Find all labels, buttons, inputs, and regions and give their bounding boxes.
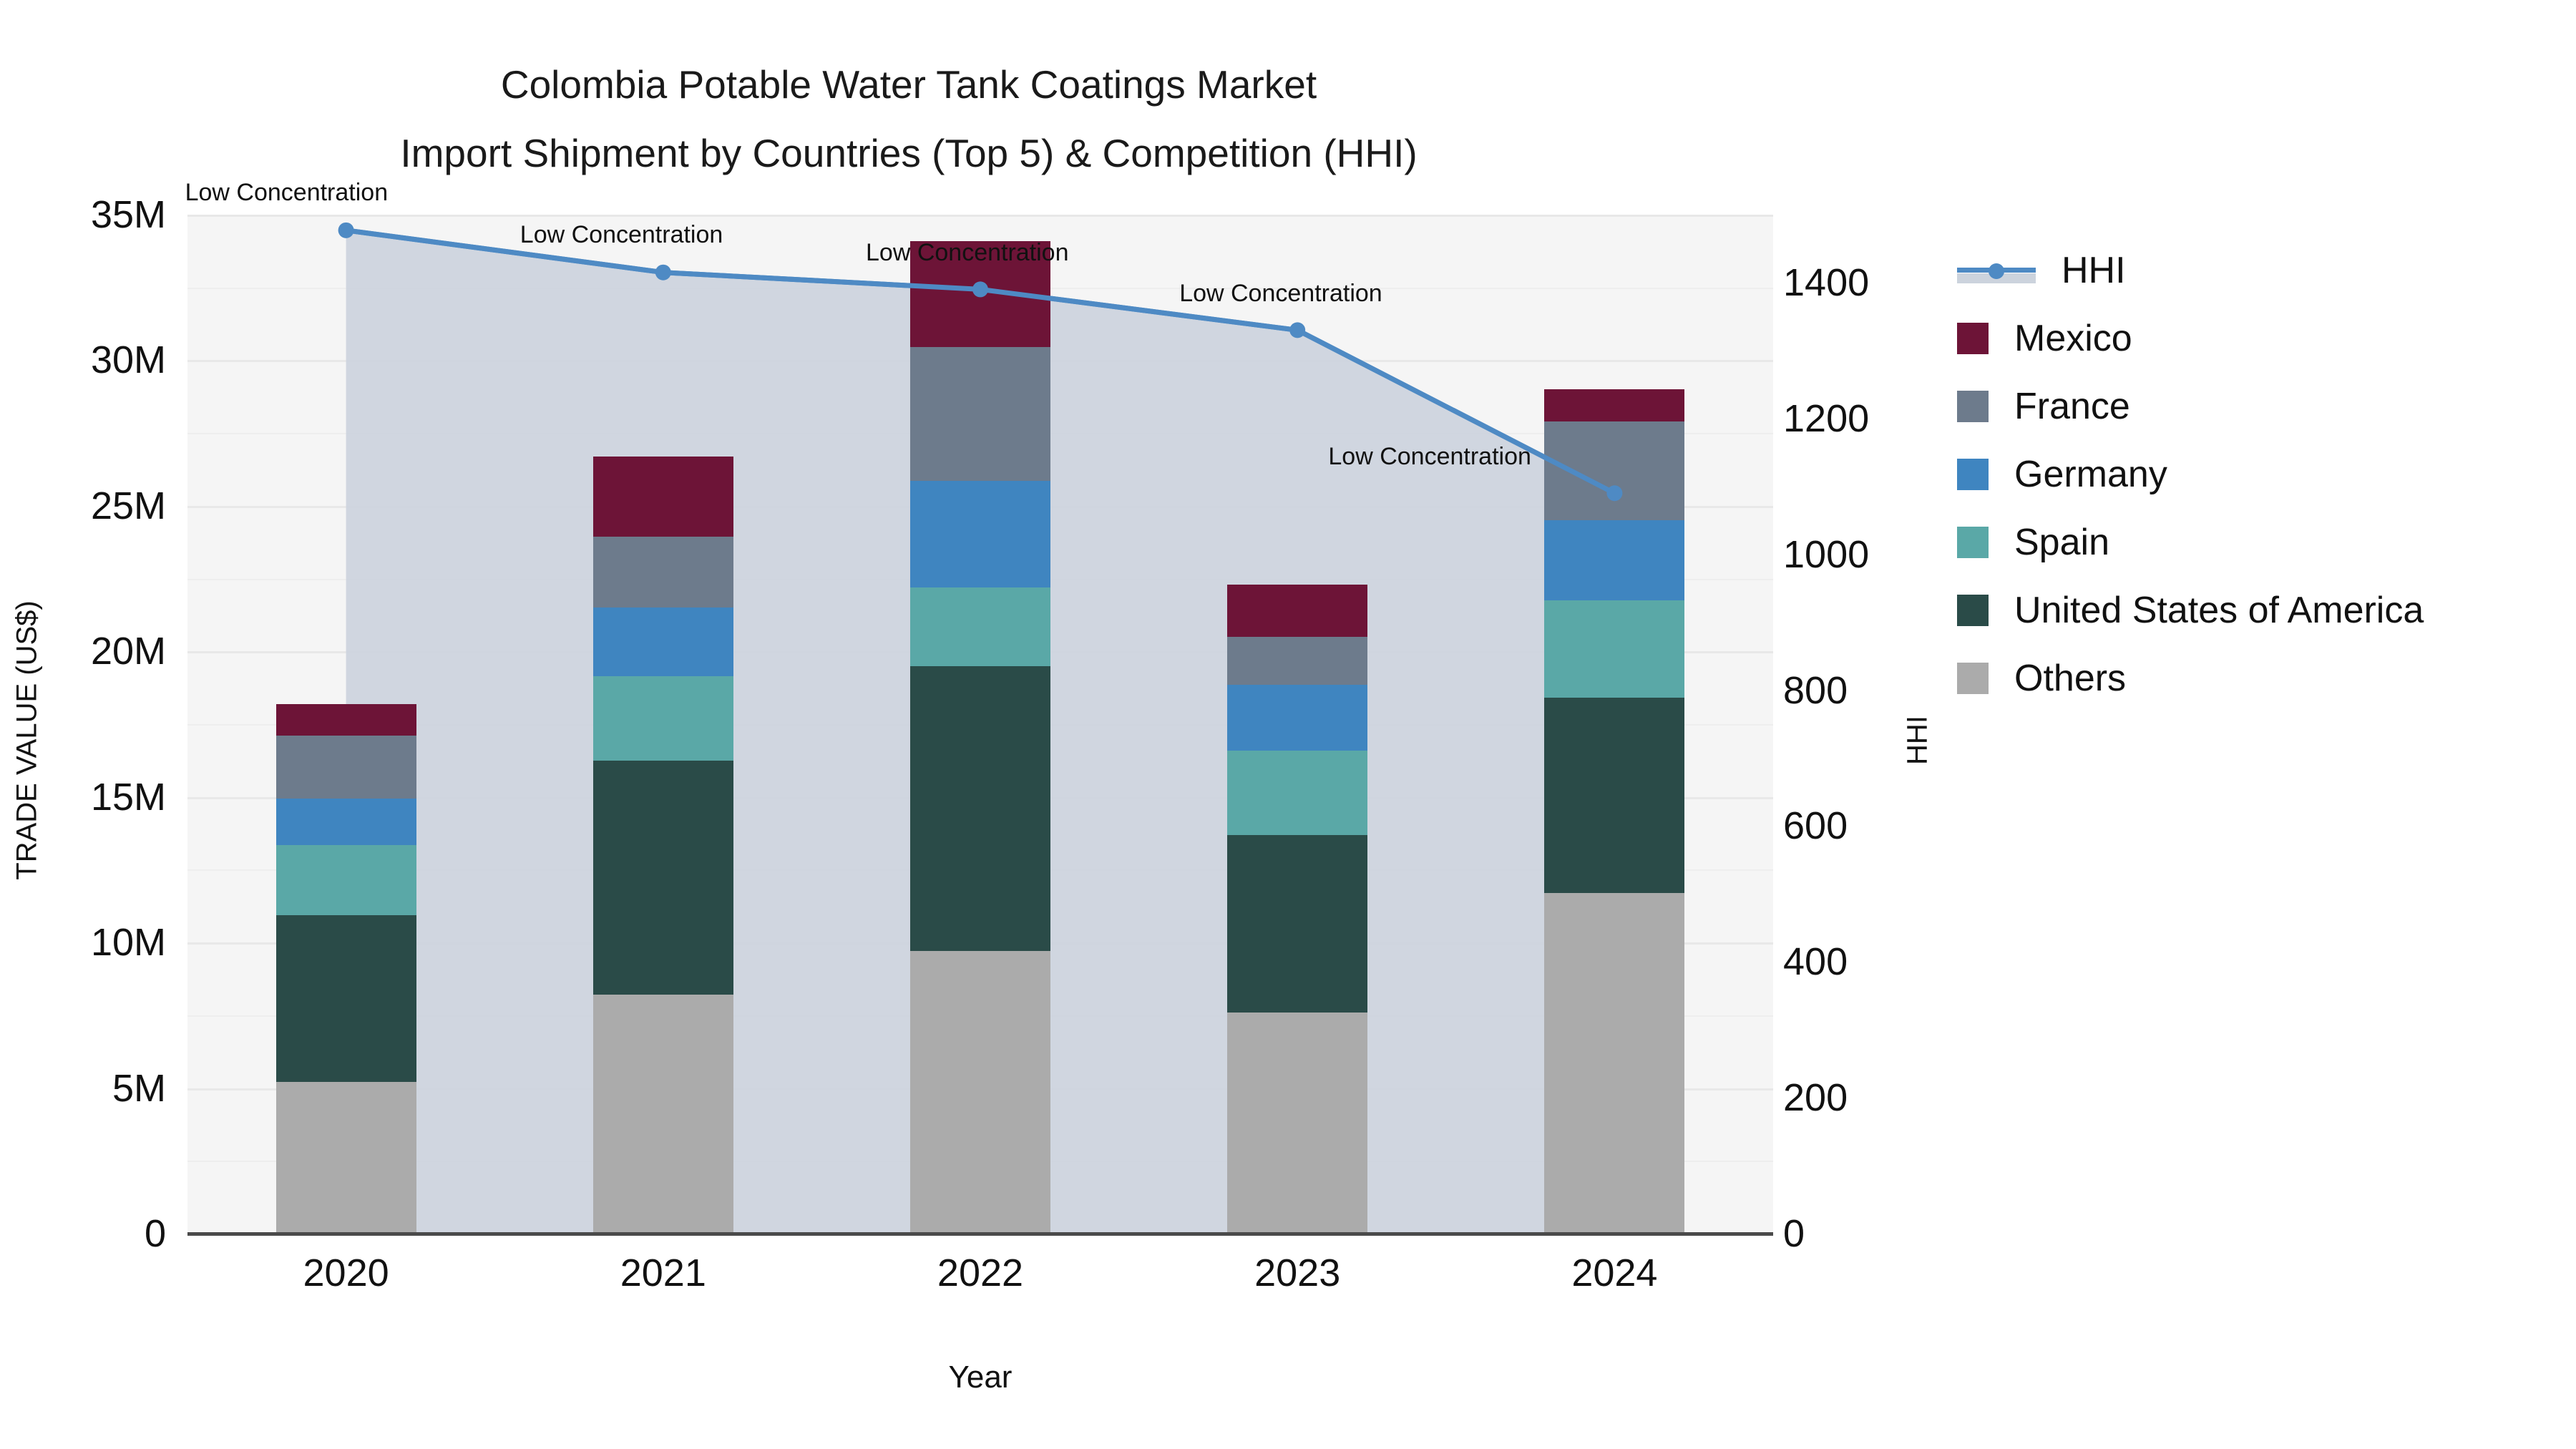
bar-segment-germany[interactable] [1227, 685, 1368, 751]
x-tick-2022: 2022 [937, 1252, 1024, 1294]
y-axis-left-title: TRADE VALUE (US$) [11, 600, 43, 880]
chart-title-line-1: Colombia Potable Water Tank Coatings Mar… [500, 62, 1317, 107]
y-tick-right-1000: 1000 [1783, 532, 1870, 576]
bar-segment-mexico[interactable] [592, 456, 733, 537]
bar-group-2020[interactable] [275, 215, 416, 1234]
bar-segment-france[interactable] [910, 347, 1050, 482]
bar-segment-others[interactable] [275, 1082, 416, 1234]
legend-swatch-icon [1957, 458, 1989, 490]
legend-label: France [2014, 385, 2130, 427]
y-tick-left-0: 0 [144, 1212, 166, 1255]
legend-item-mexico[interactable]: Mexico [1957, 304, 2424, 372]
y-tick-right-0: 0 [1783, 1212, 1805, 1255]
y-tick-right-600: 600 [1783, 804, 1848, 848]
y-tick-right-400: 400 [1783, 940, 1848, 984]
y-axis-right-title: HHI [1901, 716, 1933, 765]
y-tick-right-800: 800 [1783, 668, 1848, 712]
bar-segment-germany[interactable] [592, 608, 733, 676]
bar-group-2023[interactable] [1227, 215, 1368, 1234]
legend-item-spain[interactable]: Spain [1957, 508, 2424, 576]
y-tick-right-1400: 1400 [1783, 260, 1870, 304]
y-tick-right-200: 200 [1783, 1076, 1848, 1120]
bar-segment-france[interactable] [1227, 636, 1368, 686]
legend: HHI Mexico France Germany Spain United States… [1957, 236, 2424, 712]
bar-segment-spain[interactable] [910, 587, 1050, 666]
legend-label: Spain [2014, 521, 2109, 563]
y-tick-left-35M: 35M [90, 193, 166, 236]
legend-swatch-icon [1957, 594, 1989, 626]
bar-segment-france[interactable] [275, 736, 416, 799]
bar-segment-united-states-of-america[interactable] [1227, 834, 1368, 1013]
y-axis-right-ticks: 0 200 400 600 800 1000 1200 1400 [1783, 0, 1969, 1449]
y-tick-left-25M: 25M [90, 484, 166, 527]
y-tick-left-5M: 5M [112, 1066, 166, 1110]
x-tick-2023: 2023 [1254, 1252, 1341, 1294]
bar-group-2021[interactable] [592, 215, 733, 1234]
bar-segment-others[interactable] [910, 951, 1050, 1234]
bar-segment-spain[interactable] [592, 675, 733, 761]
hhi-marker-layer [338, 222, 1623, 502]
legend-label: HHI [2062, 249, 2126, 291]
legend-dot-icon [1989, 263, 2004, 279]
plot-area [187, 215, 1773, 1234]
legend-line-marker-icon [1957, 255, 2036, 286]
hhi-marker-2022[interactable] [972, 281, 988, 298]
bar-segment-mexico[interactable] [1544, 389, 1685, 421]
x-tick-2024: 2024 [1571, 1252, 1658, 1294]
y-tick-left-30M: 30M [90, 338, 166, 382]
hhi-marker-2020[interactable] [338, 222, 354, 238]
bar-segment-spain[interactable] [1227, 750, 1368, 835]
bar-segment-united-states-of-america[interactable] [275, 914, 416, 1083]
legend-item-united-states-of-america[interactable]: United States of America [1957, 576, 2424, 644]
hhi-marker-2021[interactable] [655, 264, 671, 280]
y-axis-left-ticks: 0 5M 10M 15M 20M 25M 30M 35M [0, 0, 179, 1449]
bar-segment-spain[interactable] [1544, 600, 1685, 698]
legend-item-france[interactable]: France [1957, 372, 2424, 440]
annotation-2023: Low Concentration [1179, 280, 1382, 308]
legend-swatch-icon [1957, 662, 1989, 694]
legend-item-germany[interactable]: Germany [1957, 440, 2424, 508]
x-axis-title: Year [948, 1360, 1013, 1395]
legend-item-hhi[interactable]: HHI [1957, 236, 2424, 304]
bar-segment-united-states-of-america[interactable] [910, 665, 1050, 952]
hhi-marker-2024[interactable] [1606, 485, 1623, 502]
x-tick-2021: 2021 [620, 1252, 706, 1294]
bar-segment-mexico[interactable] [1227, 584, 1368, 637]
legend-label: Germany [2014, 453, 2167, 495]
legend-label: United States of America [2014, 589, 2424, 631]
chart-title: Colombia Potable Water Tank Coatings Mar… [0, 50, 1818, 187]
annotation-2022: Low Concentration [866, 239, 1069, 267]
legend-swatch-icon [1957, 322, 1989, 354]
bar-segment-germany[interactable] [910, 481, 1050, 587]
legend-label: Others [2014, 657, 2127, 699]
annotation-2021: Low Concentration [519, 220, 723, 248]
y-tick-left-10M: 10M [90, 921, 166, 965]
bar-segment-france[interactable] [592, 536, 733, 608]
chart-title-line-2: Import Shipment by Countries (Top 5) & C… [400, 131, 1418, 175]
bar-segment-spain[interactable] [275, 844, 416, 915]
x-tick-2020: 2020 [303, 1252, 389, 1294]
bar-segment-others[interactable] [1227, 1012, 1368, 1234]
y-tick-right-1200: 1200 [1783, 396, 1870, 440]
legend-swatch-icon [1957, 526, 1989, 558]
bar-segment-mexico[interactable] [275, 703, 416, 736]
bar-segment-united-states-of-america[interactable] [592, 760, 733, 995]
y-tick-left-15M: 15M [90, 775, 166, 819]
bar-segment-united-states-of-america[interactable] [1544, 698, 1685, 893]
hhi-marker-2023[interactable] [1289, 322, 1306, 338]
legend-item-others[interactable]: Others [1957, 644, 2424, 712]
bar-segment-others[interactable] [1544, 892, 1685, 1234]
annotation-2020: Low Concentration [185, 178, 389, 206]
bar-segment-germany[interactable] [1544, 520, 1685, 601]
legend-label: Mexico [2014, 317, 2132, 359]
bar-group-2022[interactable] [910, 215, 1050, 1234]
annotation-2024: Low Concentration [1328, 443, 1531, 471]
x-axis-line [187, 1232, 1773, 1236]
bar-segment-others[interactable] [592, 995, 733, 1234]
legend-swatch-icon [1957, 390, 1989, 422]
y-tick-left-20M: 20M [90, 630, 166, 673]
gridline [187, 215, 1773, 217]
bar-segment-germany[interactable] [275, 798, 416, 845]
